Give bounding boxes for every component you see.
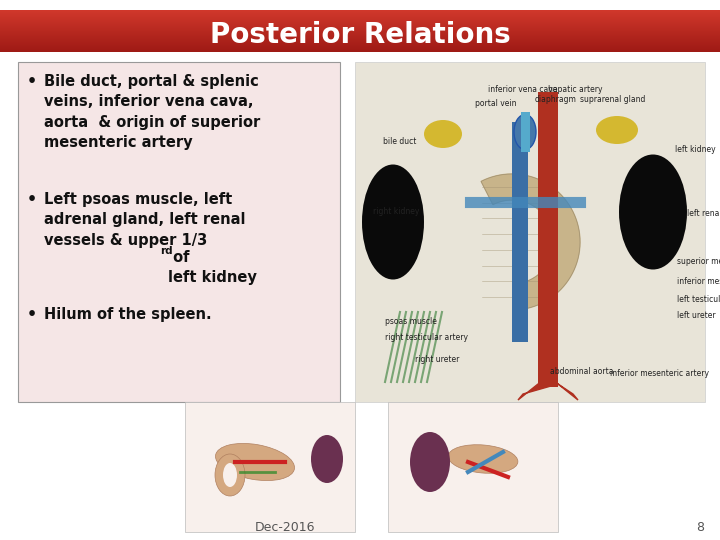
Text: 8: 8: [696, 521, 704, 534]
Bar: [0, 38, 720, 39]
Bar: [512, 122, 528, 342]
Bar: [0, 36, 720, 37]
Bar: [0, 27, 720, 28]
Text: Hilum of the spleen.: Hilum of the spleen.: [44, 307, 212, 322]
Text: left renal vein: left renal vein: [687, 210, 720, 219]
Bar: [0, 29, 720, 30]
Bar: [0, 26, 720, 27]
Text: left kidney: left kidney: [675, 145, 716, 154]
Ellipse shape: [514, 114, 536, 150]
Bar: [0, 44, 720, 45]
Bar: [0, 41, 720, 42]
Bar: [0, 25, 720, 26]
Text: abdominal aorta: abdominal aorta: [550, 368, 613, 376]
Bar: [0, 37, 720, 38]
Text: inferior mesenteric vein: inferior mesenteric vein: [677, 278, 720, 287]
Bar: [0, 12, 720, 13]
Ellipse shape: [596, 116, 638, 144]
Bar: [0, 14, 720, 15]
Text: suprarenal gland: suprarenal gland: [580, 96, 645, 105]
Text: •: •: [27, 192, 37, 207]
Text: rd: rd: [160, 246, 173, 256]
Text: superior mesenteric artery: superior mesenteric artery: [677, 258, 720, 267]
Text: •: •: [27, 307, 37, 322]
Text: left testicular artery: left testicular artery: [677, 295, 720, 305]
Bar: [0, 13, 720, 14]
Bar: [0, 18, 720, 19]
Bar: [521, 112, 530, 152]
Bar: [0, 17, 720, 18]
Ellipse shape: [424, 120, 462, 148]
Text: •: •: [27, 74, 37, 89]
Bar: [0, 49, 720, 50]
Bar: [0, 32, 720, 33]
Text: inferior vena cava: inferior vena cava: [488, 85, 557, 94]
Text: hepatic artery: hepatic artery: [548, 85, 603, 94]
Text: portal vein: portal vein: [475, 99, 516, 109]
Text: Dec-2016: Dec-2016: [255, 521, 315, 534]
Bar: [0, 45, 720, 46]
Text: left ureter: left ureter: [677, 312, 716, 321]
Text: Bile duct, portal & splenic
veins, inferior vena cava,
aorta  & origin of superi: Bile duct, portal & splenic veins, infer…: [44, 74, 260, 150]
Bar: [0, 16, 720, 17]
Text: right kidney: right kidney: [373, 207, 419, 217]
Bar: [0, 43, 720, 44]
Text: of
left kidney: of left kidney: [168, 249, 257, 285]
Bar: [0, 47, 720, 48]
Text: diaphragm: diaphragm: [535, 96, 577, 105]
Ellipse shape: [448, 445, 518, 473]
Bar: [0, 51, 720, 52]
Bar: [0, 21, 720, 22]
Bar: [185, 402, 355, 532]
Text: right ureter: right ureter: [415, 355, 459, 364]
Bar: [0, 11, 720, 12]
Bar: [0, 15, 720, 16]
Polygon shape: [518, 384, 578, 400]
Ellipse shape: [215, 443, 294, 481]
Text: Left psoas muscle, left
adrenal gland, left renal
vessels & upper 1/3: Left psoas muscle, left adrenal gland, l…: [44, 192, 246, 248]
Text: inferior mesenteric artery: inferior mesenteric artery: [610, 369, 709, 379]
Ellipse shape: [362, 165, 424, 280]
Ellipse shape: [223, 463, 237, 487]
Text: right testicular artery: right testicular artery: [385, 333, 468, 341]
Bar: [0, 42, 720, 43]
Bar: [0, 22, 720, 23]
Bar: [0, 50, 720, 51]
Ellipse shape: [215, 454, 245, 496]
Text: psoas muscle: psoas muscle: [385, 318, 437, 327]
Bar: [0, 10, 720, 11]
Bar: [0, 23, 720, 24]
Bar: [0, 31, 720, 32]
FancyBboxPatch shape: [18, 62, 340, 402]
Bar: [388, 402, 558, 532]
Bar: [0, 24, 720, 25]
Bar: [0, 33, 720, 34]
Ellipse shape: [619, 154, 687, 269]
Bar: [0, 35, 720, 36]
Bar: [0, 28, 720, 29]
Bar: [0, 34, 720, 35]
Bar: [0, 20, 720, 21]
Bar: [0, 39, 720, 40]
Ellipse shape: [311, 435, 343, 483]
Bar: [355, 62, 705, 402]
Bar: [0, 46, 720, 47]
Bar: [0, 40, 720, 41]
Bar: [0, 30, 720, 31]
Ellipse shape: [410, 432, 450, 492]
Text: Posterior Relations: Posterior Relations: [210, 21, 510, 49]
Text: bile duct: bile duct: [383, 138, 416, 146]
Polygon shape: [481, 174, 580, 309]
Bar: [0, 48, 720, 49]
Bar: [538, 92, 558, 387]
Bar: [0, 19, 720, 20]
